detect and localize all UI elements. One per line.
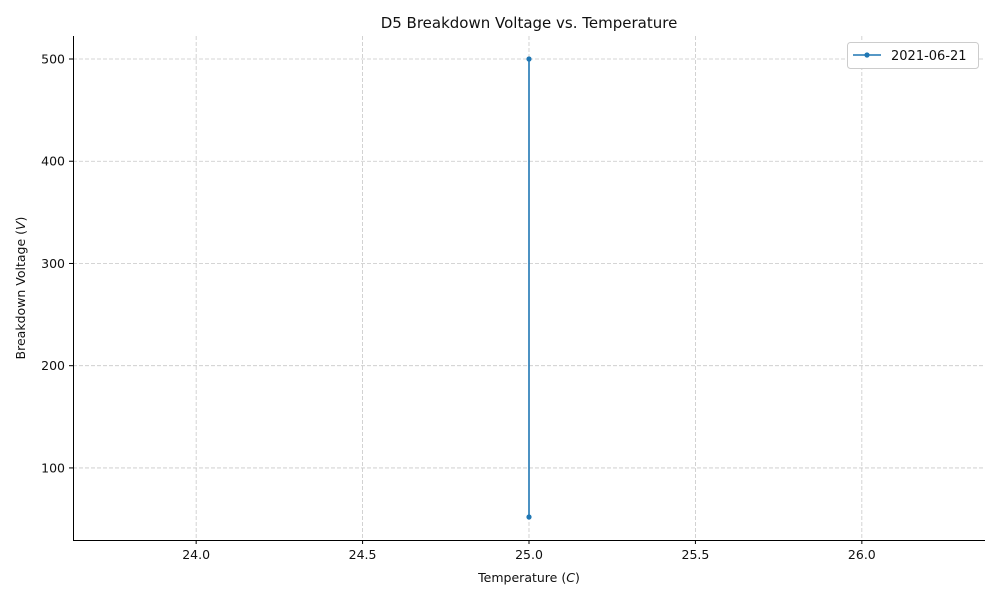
legend-marker-swatch — [864, 52, 870, 58]
y-tick-label: 400 — [41, 154, 65, 169]
x-tick-label: 25.0 — [515, 547, 543, 562]
series-layer — [526, 56, 532, 520]
x-tick-label: 26.0 — [848, 547, 876, 562]
y-tick-label: 300 — [41, 256, 65, 271]
y-tick-label: 100 — [41, 460, 65, 475]
x-axis-ticks: 24.0 24.5 25.0 25.5 26.0 — [182, 540, 876, 562]
x-axis-label: Temperature (C) — [477, 570, 580, 585]
y-axis-label: Breakdown Voltage (V) — [13, 217, 28, 360]
x-tick-label: 24.5 — [349, 547, 377, 562]
data-point — [526, 56, 532, 62]
y-tick-label: 500 — [41, 52, 65, 67]
y-axis-ticks: 100 200 300 400 500 — [41, 52, 73, 475]
x-tick-label: 24.0 — [182, 547, 210, 562]
legend-entry-label: 2021-06-21 — [891, 49, 967, 64]
x-tick-label: 25.5 — [682, 547, 710, 562]
legend-box — [847, 42, 979, 69]
data-point — [526, 514, 532, 520]
chart-title: D5 Breakdown Voltage vs. Temperature — [381, 14, 678, 32]
y-tick-label: 200 — [41, 358, 65, 373]
legend: 2021-06-21 — [847, 42, 979, 69]
